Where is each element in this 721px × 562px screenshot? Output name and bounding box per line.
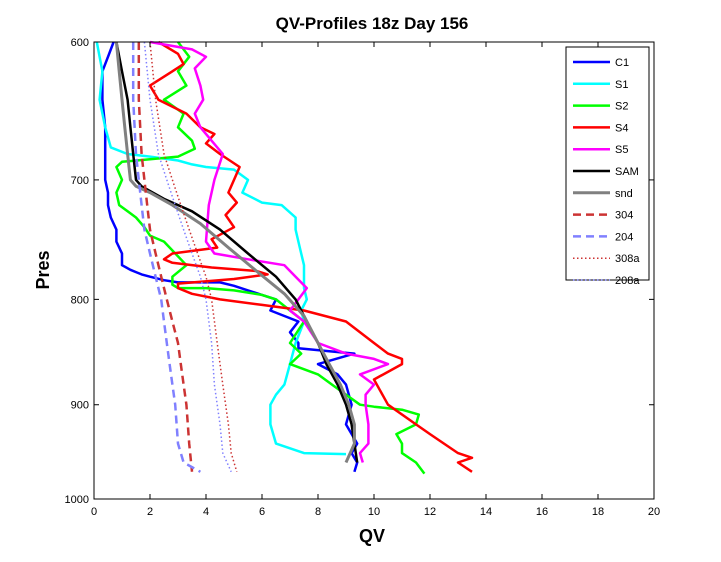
legend-label-308a: 308a [615,253,640,265]
legend-box [565,46,650,281]
series-line-sam [115,41,359,463]
x-axis-label: QV [359,526,385,546]
y-tick-label: 700 [71,175,89,187]
series-line-s2 [115,41,426,475]
legend: C1 S1 S2 S4 S5 SAM snd 304 204 308a 208a [565,46,650,287]
legend-label-204: 204 [615,231,633,243]
series-line-304 [137,42,194,472]
plot-area [94,42,654,499]
y-axis-label: Pres [33,250,53,289]
x-tick-label: 16 [536,506,548,518]
y-tick-label: 900 [71,400,89,412]
x-tick-label: 4 [203,506,209,518]
series-line-204 [131,42,202,473]
legend-label-c1: C1 [615,57,629,69]
x-tick-label: 6 [259,506,265,518]
legend-label-s2: S2 [615,101,628,113]
x-tick-label: 18 [592,506,604,518]
series-line-208a [143,41,232,473]
legend-label-s1: S1 [615,79,628,91]
series-line-snd [114,41,356,464]
y-tick-label: 800 [71,294,89,306]
legend-label-snd: snd [615,188,633,200]
x-tick-label: 8 [315,506,321,518]
legend-label-sam: SAM [615,166,639,178]
plot-frame [93,41,655,500]
legend-label-304: 304 [615,210,633,222]
x-tick-label: 14 [480,506,492,518]
x-tick-label: 12 [424,506,436,518]
series-line-s5 [149,40,390,463]
series-line-308a [149,41,238,473]
y-tick-label: 600 [71,37,89,49]
series-layer [95,40,474,475]
x-tick-label: 10 [368,506,380,518]
chart-title: QV-Profiles 18z Day 156 [276,14,469,33]
y-tick-label: 1000 [65,494,89,506]
x-tick-label: 20 [648,506,660,518]
x-tick-label: 2 [147,506,153,518]
legend-label-208a: 208a [615,275,640,287]
series-line-s1 [95,41,347,456]
legend-label-s4: S4 [615,122,628,134]
legend-label-s5: S5 [615,144,628,156]
x-tick-label: 0 [91,506,97,518]
